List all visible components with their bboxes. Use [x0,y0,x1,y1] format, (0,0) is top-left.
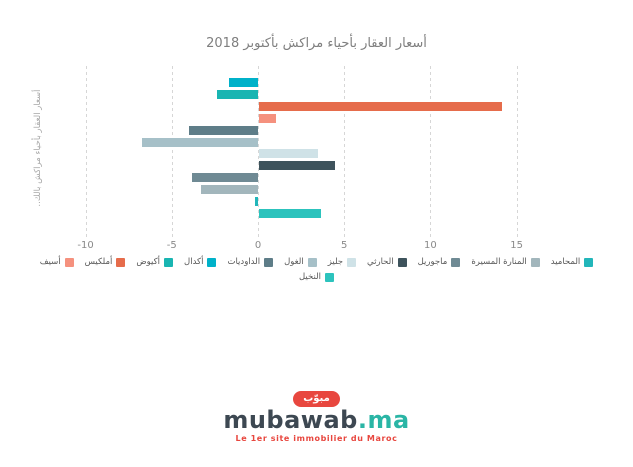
y-axis-title: ..أسعار العقار بأحياء مراكش بالك [33,89,43,207]
legend-item-أسيف[interactable]: أسيف [40,257,74,267]
legend-label: الداوديات [227,257,261,267]
legend-label: النخيل [298,272,321,282]
legend-item-جليز[interactable]: جليز [327,257,357,267]
bar-الداوديات [189,125,258,135]
legend-item-المحاميد[interactable]: المحاميد [551,257,594,267]
legend-swatch [164,257,174,267]
bar-أكيوض [216,89,258,99]
bar-أملكيس [259,101,503,111]
legend-item-المنارة المسيرة[interactable]: المنارة المسيرة [471,257,540,267]
bar-المحاميد [255,197,258,206]
bar-ماجوريل [192,173,258,183]
legend-item-أملكيس[interactable]: أملكيس [85,257,126,267]
legend-label: الغول [284,257,304,267]
legend-label: المحاميد [550,257,581,267]
legend-label: المنارة المسيرة [471,257,527,267]
legend-swatch [207,257,217,267]
legend-swatch [530,257,540,267]
legend-item-الغول[interactable]: الغول [284,257,317,267]
legend-label: أسيف [39,257,61,267]
logo-wordmark: mubawab.ma [0,408,633,432]
bar-المنارة المسيرة [201,185,258,195]
bar-أسيف [259,113,277,123]
gridline [258,66,259,238]
legend-swatch [116,257,126,267]
legend-swatch [64,257,74,267]
legend-row-1: أسيف أملكيس أكيوض أكدال الداوديات الغول جليز ال… [0,257,633,267]
logo-tld-text: .ma [357,406,410,434]
legend-swatch [325,272,334,282]
x-tick-label: 15 [510,240,523,251]
chart-title: أسعار العقار بأحياء مراكش بأكتوبر 2018 [206,36,427,51]
legend-item-الداوديات[interactable]: الداوديات [227,257,274,267]
logo-brand-text: mubawab [223,406,358,434]
gridline [516,66,518,238]
legend-swatch [264,257,274,267]
legend-swatch [347,257,357,267]
gridline [85,66,87,238]
legend-label: أملكيس [84,257,113,267]
legend-label: ماجوريل [417,257,448,267]
bar-الغول [142,137,258,147]
x-tick-label: 0 [254,240,262,251]
gridline [344,66,346,238]
logo-badge: مبوّب [293,391,340,407]
legend-swatch [451,257,461,267]
legend-item-أكدال[interactable]: أكدال [184,257,217,267]
x-tick-label: 5 [341,240,348,251]
legend-label: جليز [327,257,344,267]
legend-label: أكيوض [136,257,161,267]
x-tick-label: 10 [424,240,437,251]
legend-label: أكدال [184,257,204,267]
legend-item-النخيل[interactable]: النخيل [299,272,334,282]
legend-swatch [307,257,317,267]
logo-tagline: Le 1er site immobilier du Maroc [235,434,398,443]
mubawab-logo: مبوّب mubawab.ma Le 1er site immobilier … [0,386,633,443]
legend-item-ماجوريل[interactable]: ماجوريل [418,257,461,267]
bar-النخيل [259,208,322,218]
bar-أكدال [228,78,258,87]
x-tick-label: -10 [77,240,94,251]
legend-row-2: النخيل [0,272,633,282]
legend-item-أكيوض[interactable]: أكيوض [136,257,174,267]
legend-item-الحارثي[interactable]: الحارثي [367,257,407,267]
bar-chart: أسعار العقار بأحياء مراكش بأكتوبر 2018 .… [33,36,523,251]
x-tick-label: -5 [166,240,177,251]
gridline [171,66,173,238]
gridline [430,66,432,238]
legend-swatch [397,257,407,267]
bar-الحارثي [259,161,335,171]
bar-جليز [259,149,318,159]
legend-swatch [584,257,594,267]
legend-label: الحارثي [367,257,394,267]
